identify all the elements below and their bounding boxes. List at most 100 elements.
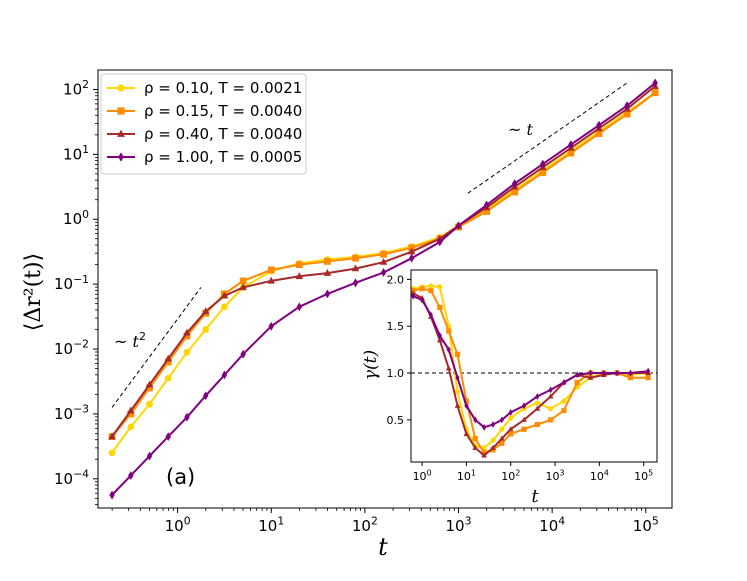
data-point [408, 253, 415, 263]
inset-x-tick-label: 103 [546, 468, 565, 483]
data-point [239, 277, 247, 285]
inset-data-point [472, 435, 478, 442]
main-frame [97, 69, 673, 509]
inset-data-point [463, 430, 470, 436]
inset-data-point [499, 416, 504, 424]
data-point [351, 264, 360, 272]
legend-label: ρ = 0.10, T = 0.0021 [144, 79, 302, 97]
inset-data-point [490, 421, 496, 428]
inset-data-point [481, 452, 487, 458]
data-point [407, 247, 416, 255]
legend-marker [117, 107, 125, 115]
x-tick-label: 102 [352, 515, 378, 535]
main-y-axis-label: ⟨Δr²(t)⟩ [21, 253, 46, 331]
inset-data-point [499, 440, 505, 446]
data-point [437, 237, 443, 247]
inset-data-point [548, 406, 554, 412]
guide-line-t [467, 82, 628, 194]
data-point [568, 140, 574, 150]
data-point [240, 349, 246, 359]
inset-data-point [490, 444, 496, 451]
data-point [183, 348, 191, 356]
inset-data-point [473, 416, 478, 424]
inset-data-point [534, 400, 540, 406]
data-point [567, 149, 575, 157]
legend-label: ρ = 0.15, T = 0.0040 [144, 102, 302, 120]
data-point [352, 278, 359, 288]
x-tick-label: 101 [258, 515, 284, 535]
inset-data-point [561, 379, 566, 386]
inset-data-point [548, 417, 554, 423]
main-x-axis: 100 101 102 103 104 105 [111, 508, 659, 535]
inset-x-axis-label: t [531, 486, 539, 507]
data-point [455, 221, 462, 231]
annotation-t: ~ t [508, 120, 534, 139]
data-point [483, 208, 490, 215]
inset-data-point [490, 437, 496, 444]
inset-data-point [646, 367, 651, 375]
inset-data-point [428, 283, 434, 289]
data-point [164, 354, 172, 362]
data-point [651, 89, 659, 97]
inset-data-point [437, 284, 443, 290]
y-tick-label: 10−2 [54, 338, 89, 358]
main-y-axis: 10−4 10−3 10−2 10−1 100 101 102 [54, 78, 98, 506]
inset-data-point [587, 374, 594, 380]
inset-data-point [547, 393, 554, 399]
inset-data-point [437, 304, 443, 311]
data-point [183, 332, 191, 340]
inset-x-tick-label: 100 [413, 468, 432, 483]
inset-data-point [454, 351, 461, 357]
inset-data-point [615, 369, 620, 377]
inset-data-point [575, 371, 580, 379]
data-point [108, 432, 116, 440]
inset-data-point [601, 369, 606, 377]
inset-data-point [561, 398, 567, 404]
y-tick-label: 10−3 [54, 403, 89, 423]
inset-data-point [446, 328, 452, 334]
legend: ρ = 0.10, T = 0.0021 ρ = 0.15, T = 0.0040… [100, 73, 307, 175]
inset-data-point [445, 365, 452, 371]
data-point [183, 328, 191, 336]
legend-marker [117, 84, 125, 92]
inset-series-4 [411, 292, 651, 431]
data-point [127, 410, 135, 418]
data-point [324, 289, 331, 299]
inset-data-point [508, 415, 514, 421]
inset-data-point [428, 288, 434, 294]
legend-entry: ρ = 0.10, T = 0.0021 [107, 79, 302, 97]
guide-line-t2 [111, 287, 202, 408]
data-point [202, 391, 209, 401]
inset-data-point [463, 398, 470, 404]
inset-background [411, 270, 657, 462]
inset-data-point [521, 402, 527, 410]
inset-data-point [472, 444, 479, 451]
main-x-axis-label: t [378, 533, 388, 561]
inset-data-point [428, 311, 434, 319]
inset-data-point [464, 402, 469, 410]
main-annotations: ~ t2 ~ t [111, 82, 628, 408]
inset-x-tick-label: 102 [501, 468, 520, 483]
data-point [165, 432, 171, 442]
data-point [201, 307, 210, 315]
data-point [128, 471, 134, 480]
inset-data-point [534, 421, 540, 428]
data-point [380, 268, 387, 277]
x-tick-label: 103 [446, 515, 472, 535]
inset-data-point [507, 426, 514, 432]
data-point [623, 110, 631, 118]
inset-data-point [436, 337, 443, 343]
data-point [109, 490, 115, 500]
data-point [220, 291, 229, 299]
inset-x-tick-label: 104 [590, 468, 609, 483]
x-tick-label: 100 [165, 515, 191, 535]
inset-data-point [499, 435, 505, 441]
inset-data-point [482, 423, 487, 431]
legend-marker [117, 129, 125, 137]
inset-data-point [419, 286, 425, 292]
inset-data-point [548, 386, 553, 394]
x-tick-label: 104 [539, 515, 565, 535]
y-tick-label: 10−1 [54, 273, 89, 293]
inset-x-tick-label: 101 [457, 468, 476, 483]
inset-data-point [455, 374, 460, 382]
